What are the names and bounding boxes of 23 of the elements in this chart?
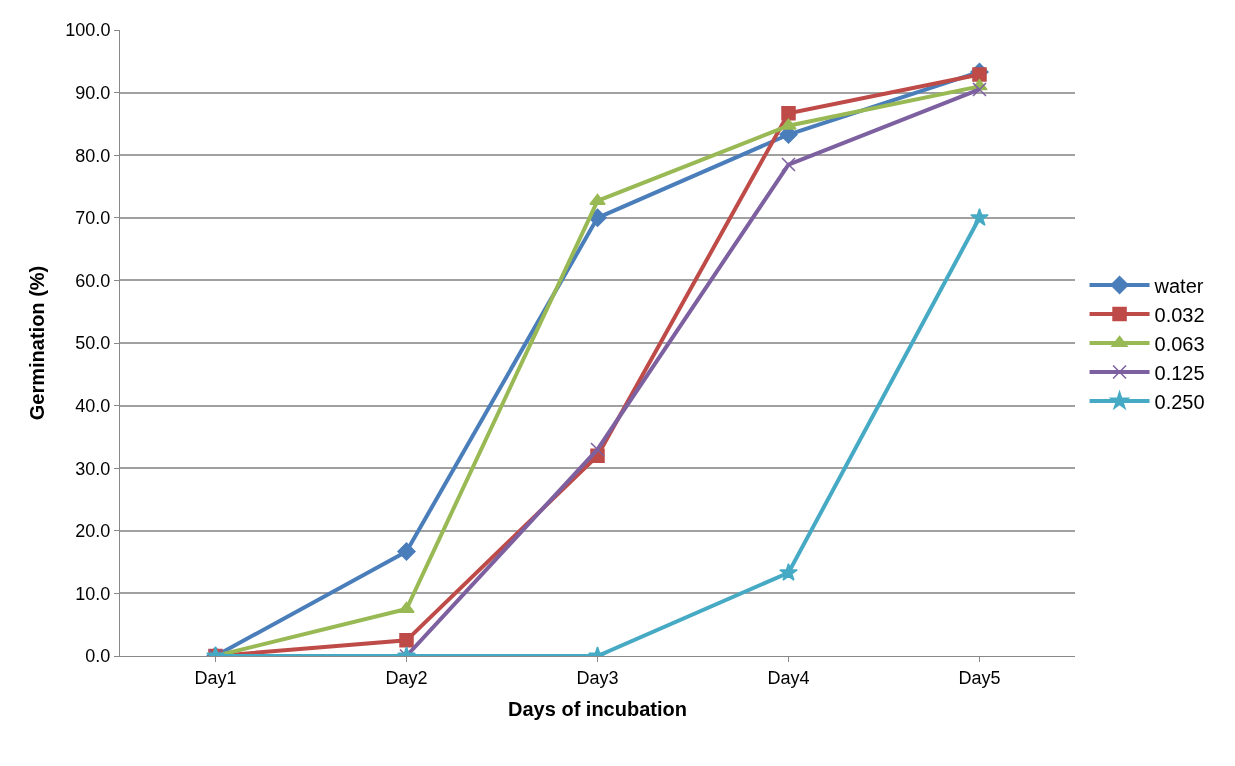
y-tick-label: 40.0 bbox=[75, 395, 111, 416]
x-tick-label: Day2 bbox=[385, 667, 428, 688]
x-axis-title: Days of incubation bbox=[508, 698, 687, 721]
legend-label: 0.125 bbox=[1154, 361, 1205, 384]
y-tick-label: 100.0 bbox=[65, 20, 111, 41]
legend-label: 0.250 bbox=[1154, 390, 1205, 413]
y-tick-label: 10.0 bbox=[75, 583, 111, 604]
x-tick-label: Day5 bbox=[958, 667, 1001, 688]
legend-label: 0.063 bbox=[1154, 332, 1205, 355]
y-tick-label: 60.0 bbox=[75, 270, 111, 291]
y-tick-label: 30.0 bbox=[75, 458, 111, 479]
y-axis-title: Germination (%) bbox=[25, 265, 48, 421]
x-tick-label: Day1 bbox=[194, 667, 237, 688]
y-tick-label: 90.0 bbox=[75, 82, 111, 103]
x-tick-label: Day3 bbox=[576, 667, 619, 688]
legend-label: 0.032 bbox=[1154, 303, 1205, 326]
legend-label: water bbox=[1153, 274, 1204, 297]
y-tick-label: 70.0 bbox=[75, 208, 111, 229]
y-tick-label: 80.0 bbox=[75, 145, 111, 166]
x-tick-label: Day4 bbox=[767, 667, 810, 688]
y-tick-label: 0.0 bbox=[85, 646, 111, 667]
y-tick-label: 50.0 bbox=[75, 333, 111, 354]
y-tick-label: 20.0 bbox=[75, 521, 111, 542]
